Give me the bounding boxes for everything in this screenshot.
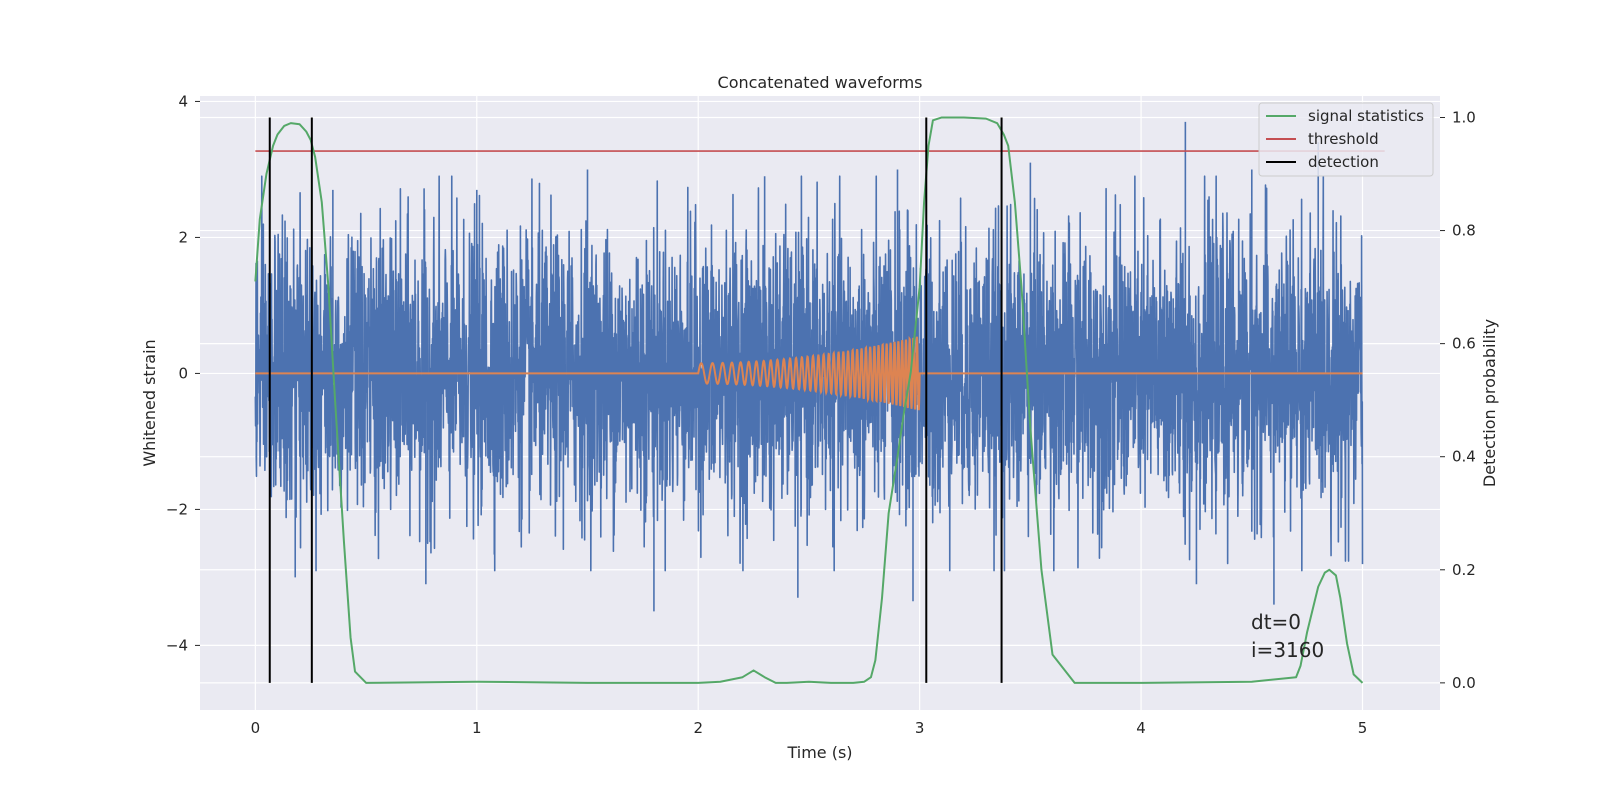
y-right-tick-label: 0.2 [1452, 561, 1476, 579]
y-right-tick-label: 0.8 [1452, 222, 1476, 240]
y-axis-ticks: −4 −2 0 2 4 [166, 92, 200, 654]
y-tick-label: −2 [166, 500, 188, 518]
y-right-axis-label: Detection probability [1480, 319, 1499, 487]
noise-line [254, 121, 1364, 612]
annotation: dt=0 i=3160 [1251, 610, 1324, 662]
x-axis-label: Time (s) [786, 743, 852, 762]
signal-statistics-series [254, 116, 1364, 684]
legend-label-signal-statistics: signal statistics [1308, 107, 1424, 125]
x-tick-label: 5 [1358, 719, 1368, 737]
x-tick-label: 1 [472, 719, 482, 737]
x-tick-label: 3 [915, 719, 925, 737]
x-tick-label: 4 [1136, 719, 1146, 737]
legend: signal statistics threshold detection [1258, 102, 1434, 177]
x-tick-label: 0 [251, 719, 261, 737]
detection-series [268, 117, 1003, 683]
y-tick-label: 2 [178, 228, 188, 246]
y-right-tick-label: 0.0 [1452, 674, 1476, 692]
y-tick-label: 0 [178, 364, 188, 382]
injected-signal-series [255, 335, 1363, 411]
injected-signal-line [255, 335, 1363, 411]
annotation-dt: dt=0 [1251, 610, 1301, 634]
y-tick-label: 4 [178, 92, 188, 110]
noise-series [254, 121, 1364, 612]
x-tick-label: 2 [693, 719, 703, 737]
y-right-tick-label: 0.4 [1452, 448, 1476, 466]
chart-title: Concatenated waveforms [718, 73, 923, 92]
y-tick-label: −4 [166, 636, 188, 654]
signal-statistics-line [254, 116, 1364, 684]
y-right-tick-label: 1.0 [1452, 108, 1476, 126]
annotation-index: i=3160 [1251, 638, 1324, 662]
x-axis-ticks: 0 1 2 3 4 5 [251, 719, 1368, 737]
y-axis-label: Whitened strain [140, 339, 159, 466]
legend-box [1258, 102, 1434, 177]
y-right-axis-ticks: 0.0 0.2 0.4 0.6 0.8 1.0 [1440, 108, 1476, 692]
y-right-tick-label: 0.6 [1452, 335, 1476, 353]
legend-label-threshold: threshold [1308, 130, 1379, 148]
legend-label-detection: detection [1308, 153, 1379, 171]
